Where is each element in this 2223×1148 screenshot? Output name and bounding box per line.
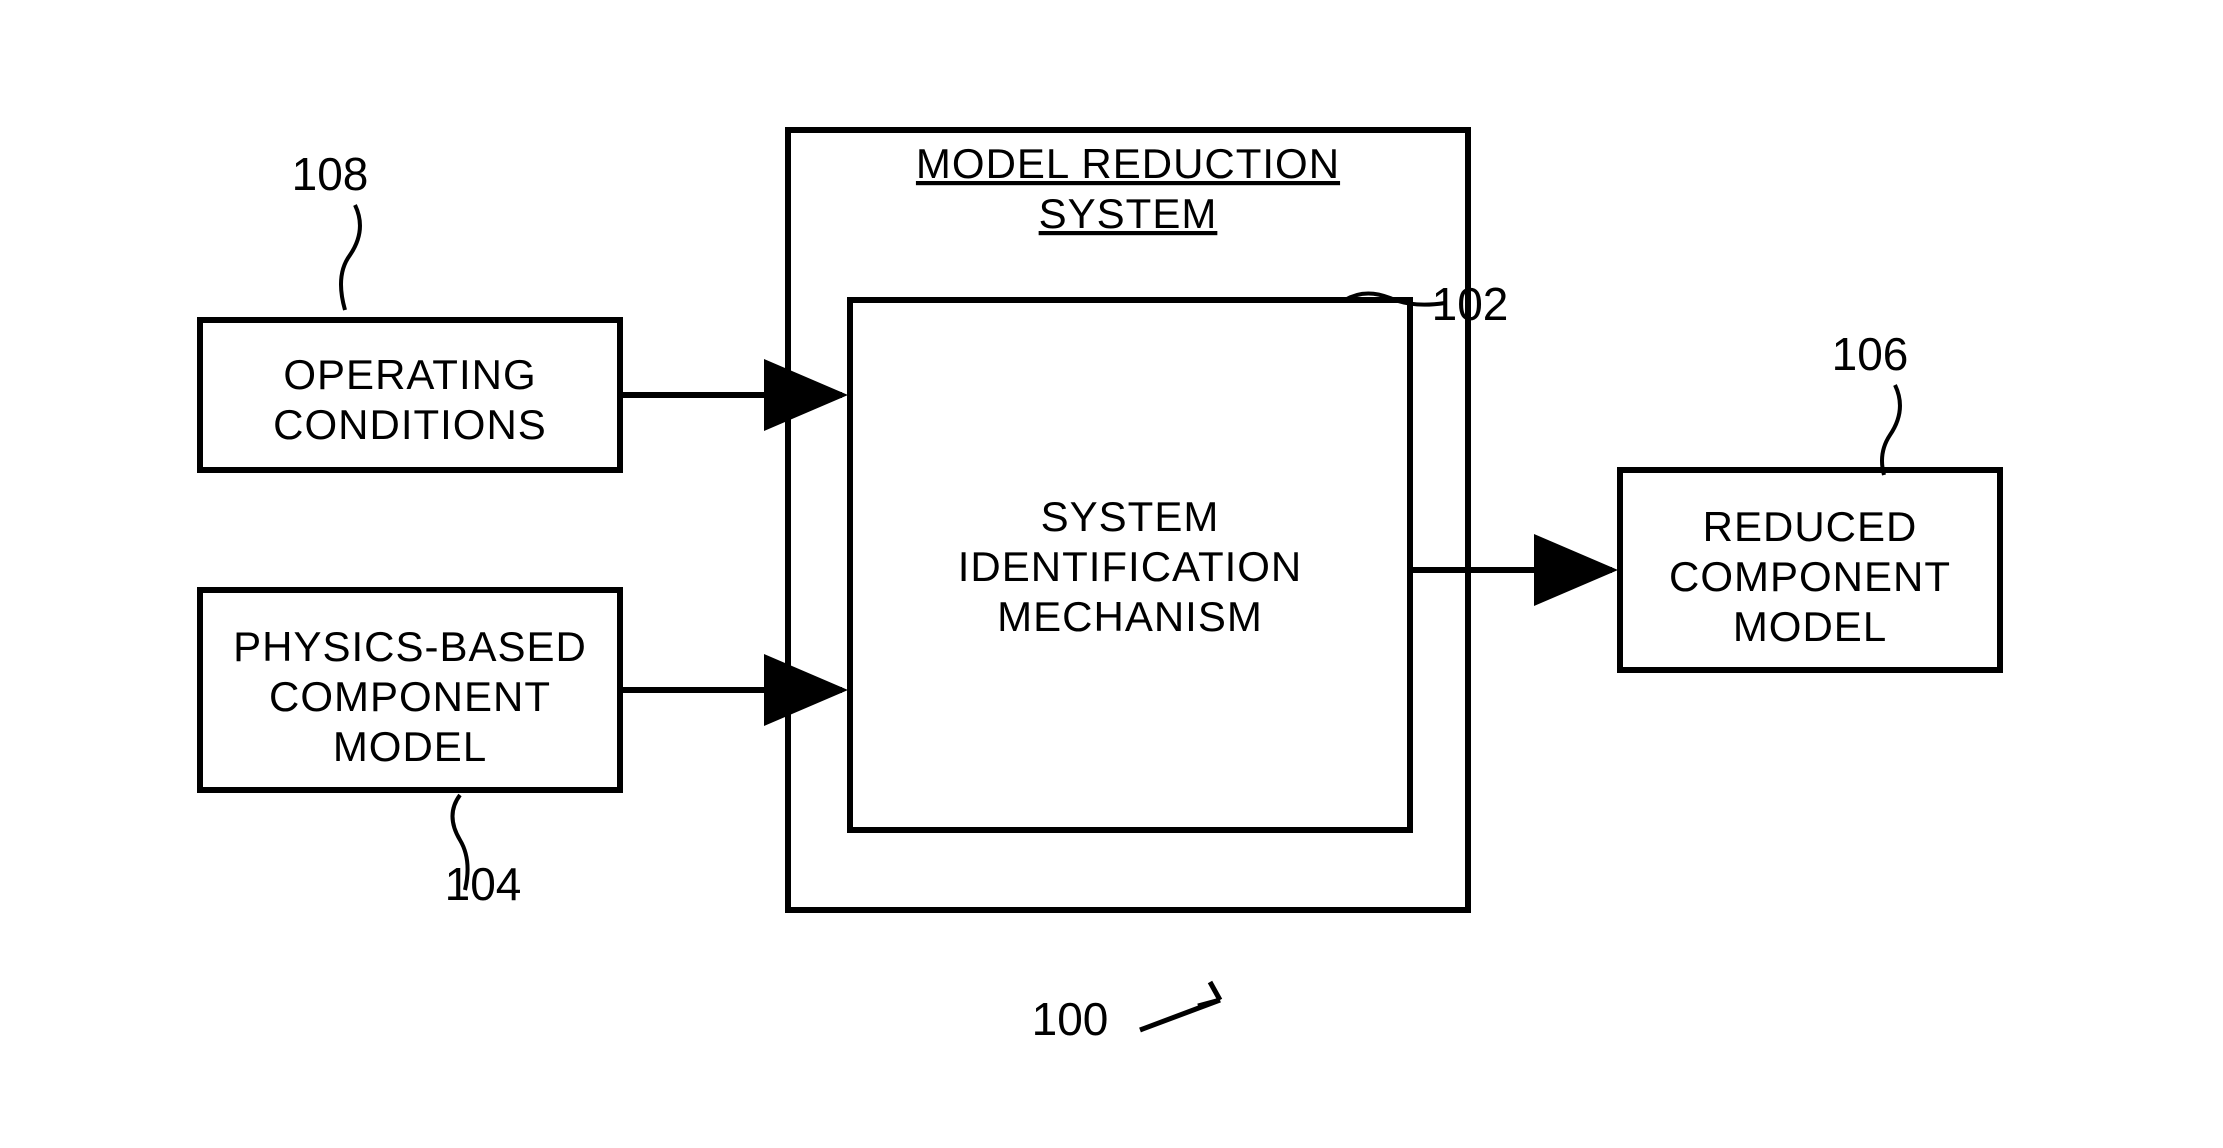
ref-100-arrow: [1140, 982, 1220, 1030]
ref-108-squiggle: [341, 205, 360, 310]
container-title-l2: SYSTEM: [1039, 190, 1218, 237]
container-title-l1: MODEL REDUCTION: [916, 140, 1340, 187]
out-box: REDUCED COMPONENT MODEL: [1620, 470, 2000, 670]
ref-104-label: 104: [445, 858, 522, 910]
oc-l2: CONDITIONS: [273, 401, 547, 448]
pbcm-box: PHYSICS-BASED COMPONENT MODEL: [200, 590, 620, 790]
ref-102: 102: [1345, 278, 1508, 330]
pbcm-l2: COMPONENT: [269, 673, 551, 720]
pbcm-l3: MODEL: [333, 723, 487, 770]
diagram-svg: MODEL REDUCTION SYSTEM SYSTEM IDENTIFICA…: [0, 0, 2223, 1148]
ref-106: 106: [1832, 328, 1909, 475]
inner-l2: IDENTIFICATION: [958, 543, 1303, 590]
ref-100: 100: [1032, 982, 1220, 1045]
pbcm-l1: PHYSICS-BASED: [233, 623, 587, 670]
inner-box: SYSTEM IDENTIFICATION MECHANISM: [850, 300, 1410, 830]
out-l2: COMPONENT: [1669, 553, 1951, 600]
ref-108-label: 108: [292, 148, 369, 200]
inner-l1: SYSTEM: [1041, 493, 1220, 540]
ref-106-label: 106: [1832, 328, 1909, 380]
oc-l1: OPERATING: [283, 351, 536, 398]
out-l1: REDUCED: [1703, 503, 1918, 550]
ref-108: 108: [292, 148, 369, 310]
ref-104: 104: [445, 795, 522, 910]
oc-box: OPERATING CONDITIONS: [200, 320, 620, 470]
out-l3: MODEL: [1733, 603, 1887, 650]
ref-106-squiggle: [1882, 385, 1900, 475]
inner-l3: MECHANISM: [997, 593, 1263, 640]
ref-100-label: 100: [1032, 993, 1109, 1045]
